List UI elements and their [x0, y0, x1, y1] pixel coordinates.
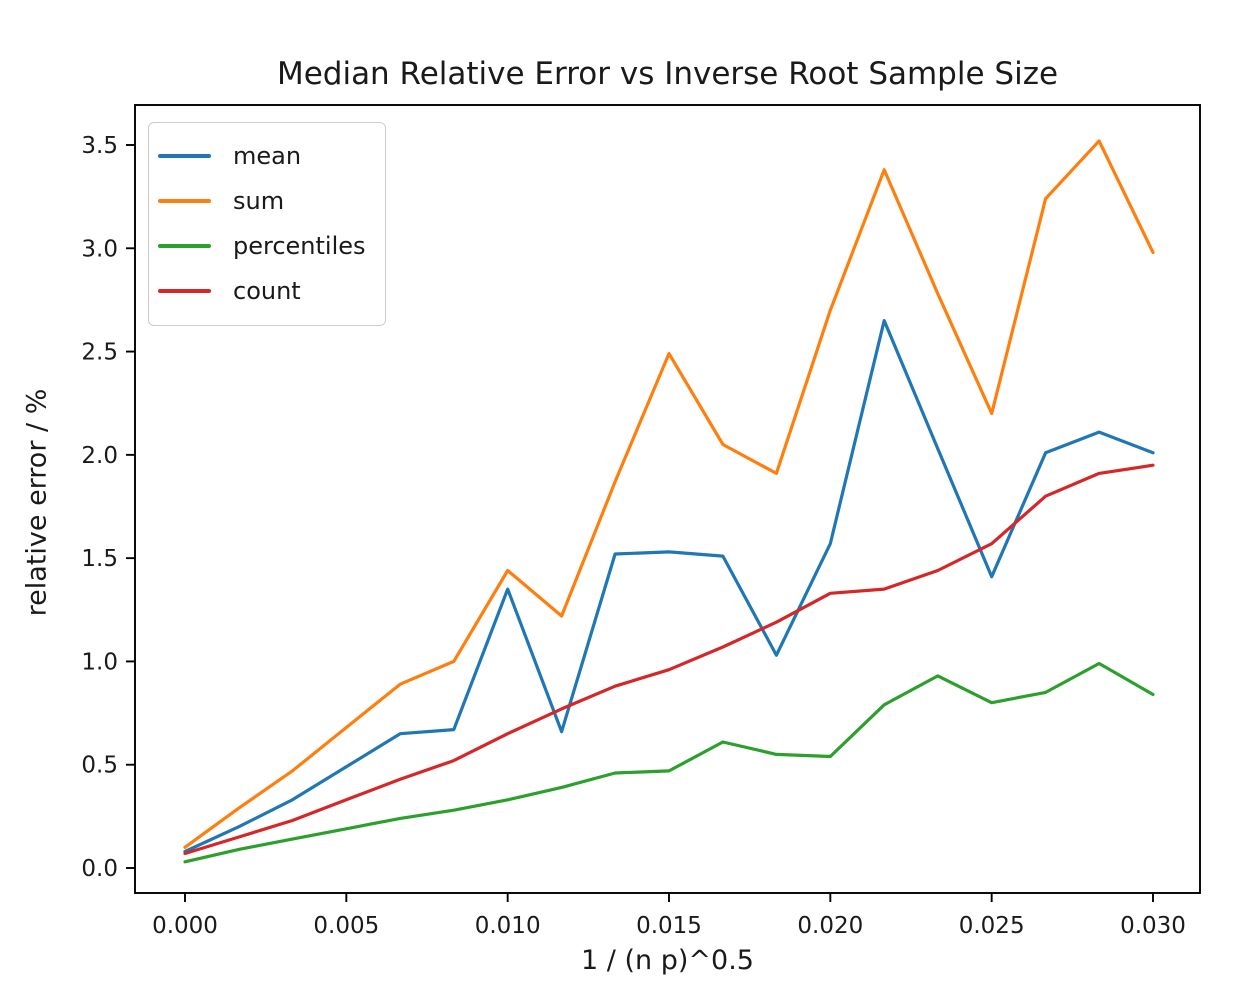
- series-line-sum: [183, 139, 1155, 849]
- series-line-mean: [183, 319, 1155, 854]
- x-tick-label: 0.020: [797, 913, 863, 939]
- x-tick-label: 0.000: [152, 913, 218, 939]
- series-line-percentiles: [183, 661, 1155, 864]
- legend-line-sample-mean: [158, 153, 211, 158]
- chart-title: Median Relative Error vs Inverse Root Sa…: [276, 56, 1059, 92]
- legend-line-sample-percentiles: [158, 243, 211, 248]
- legend-label: sum: [233, 186, 285, 215]
- legend-label: count: [233, 276, 301, 305]
- legend-label: percentiles: [233, 231, 366, 260]
- y-tick-label: 0.0: [81, 856, 118, 882]
- legend-line-sample-sum: [158, 198, 211, 203]
- y-tick-label: 1.5: [81, 546, 118, 572]
- x-tick-label: 0.005: [313, 913, 379, 939]
- plot-frame: [134, 104, 1201, 894]
- legend-line-sample-count: [158, 288, 211, 293]
- legend-item-mean: mean: [158, 133, 385, 178]
- x-tick-label: 0.030: [1120, 913, 1186, 939]
- series-lines: [183, 139, 1155, 864]
- y-tick-label: 3.0: [81, 236, 118, 262]
- x-axis-ticks: 0.000 0.005 0.010 0.015 0.020 0.025 0.030: [152, 893, 1186, 939]
- legend: mean sum percentiles count: [148, 122, 386, 326]
- y-axis-label: relative error / %: [21, 388, 53, 617]
- y-axis-ticks: 0.0 0.5 1.0 1.5 2.0 2.5 3.0 3.5: [81, 133, 135, 882]
- series-line-count: [183, 463, 1155, 856]
- y-tick-label: 2.5: [81, 340, 118, 366]
- x-tick-label: 0.025: [959, 913, 1025, 939]
- y-tick-label: 2.0: [81, 443, 118, 469]
- y-tick-label: 1.0: [81, 649, 118, 675]
- legend-item-percentiles: percentiles: [158, 223, 385, 268]
- y-tick-label: 3.5: [81, 133, 118, 159]
- y-tick-label: 0.5: [81, 753, 118, 779]
- legend-label: mean: [233, 141, 302, 170]
- legend-item-count: count: [158, 268, 385, 313]
- legend-item-sum: sum: [158, 178, 385, 223]
- x-axis-label: 1 / (n p)^0.5: [581, 945, 754, 976]
- x-tick-label: 0.010: [475, 913, 541, 939]
- x-tick-label: 0.015: [636, 913, 702, 939]
